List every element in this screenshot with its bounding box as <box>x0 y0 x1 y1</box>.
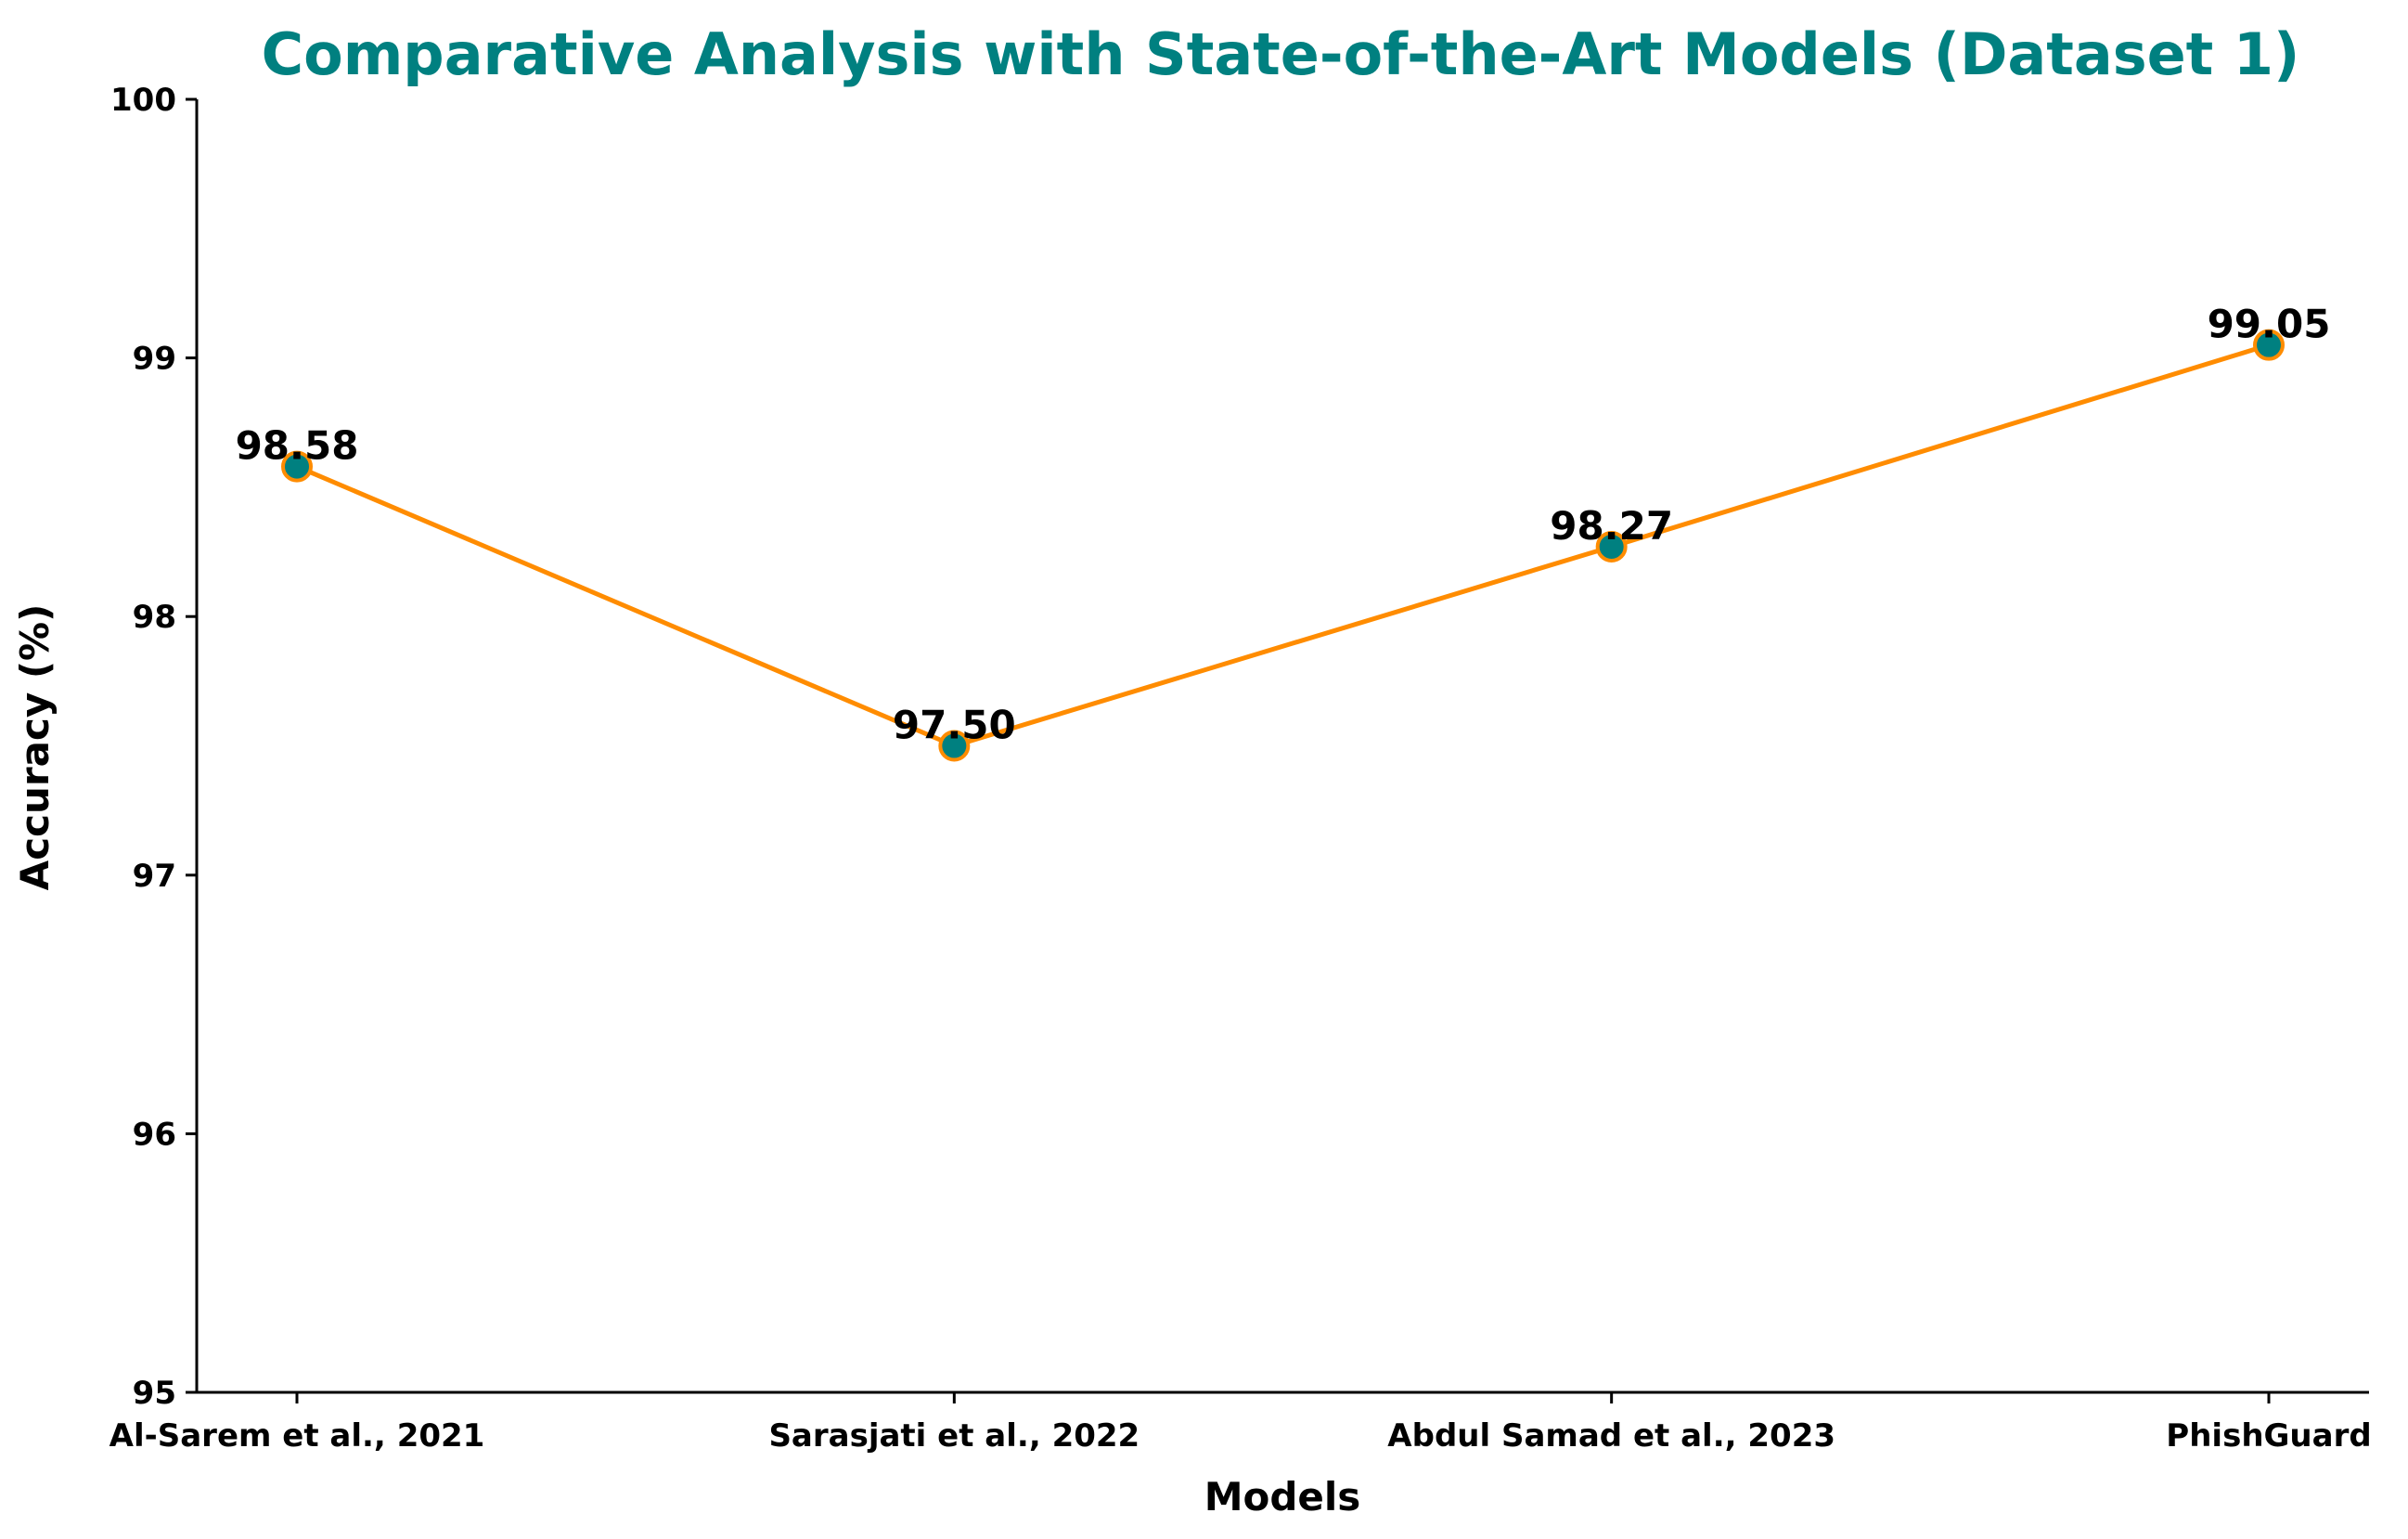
y-tick-label: 100 <box>110 82 176 119</box>
y-tick-label: 98 <box>133 599 176 636</box>
x-tick-label: Sarasjati et al., 2022 <box>768 1417 1140 1455</box>
data-point <box>1595 530 1628 563</box>
y-ticks: 95 96 97 98 99 100 <box>110 82 197 1412</box>
y-tick-label: 95 <box>133 1375 176 1412</box>
x-axis-label: Models <box>1204 1474 1361 1520</box>
data-label: 97.50 <box>893 703 1016 748</box>
y-axis-label: Accuracy (%) <box>12 604 58 891</box>
x-tick-label: Abdul Samad et al., 2023 <box>1387 1417 1835 1455</box>
series-line <box>296 343 2270 749</box>
data-label: 98.27 <box>1550 503 1673 549</box>
data-labels: 98.58 97.50 98.27 99.05 <box>236 302 2331 748</box>
data-label: 98.58 <box>236 423 359 469</box>
chart-title: Comparative Analysis with State-of-the-A… <box>262 20 2300 88</box>
x-tick-label: PhishGuard <box>2166 1417 2371 1455</box>
data-label: 99.05 <box>2208 302 2331 347</box>
x-ticks: Al-Sarem et al., 2021 Sarasjati et al., 2… <box>109 1392 2372 1455</box>
series <box>281 329 2285 762</box>
data-point <box>2253 329 2285 361</box>
data-point <box>938 730 971 762</box>
x-tick-label: Al-Sarem et al., 2021 <box>109 1417 485 1455</box>
data-point <box>281 450 313 483</box>
y-tick-label: 99 <box>133 341 176 378</box>
y-tick-label: 97 <box>133 858 176 895</box>
y-tick-label: 96 <box>133 1116 176 1153</box>
